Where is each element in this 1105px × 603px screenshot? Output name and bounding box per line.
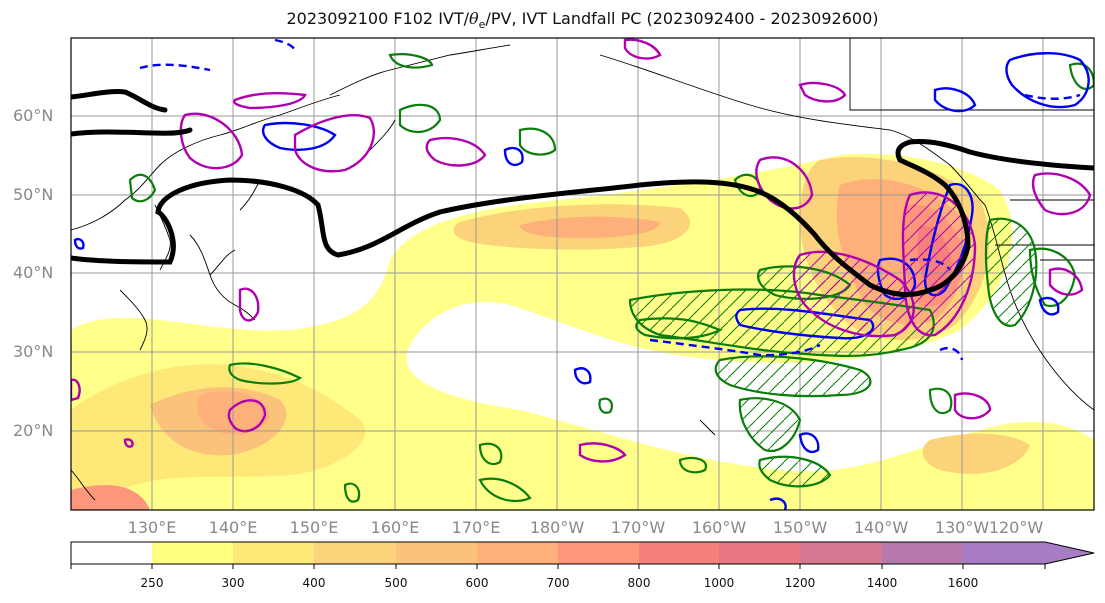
colorbar xyxy=(70,541,1095,569)
colorbar-label-1400: 1400 xyxy=(866,576,898,590)
lat-label-60n: 60°N xyxy=(13,106,54,125)
lon-label-130w: 130°W xyxy=(934,518,990,537)
lat-label-50n: 50°N xyxy=(13,185,54,204)
lon-label-150e: 150°E xyxy=(289,518,339,537)
colorbar-label-600: 600 xyxy=(465,576,489,590)
lon-label-180w: 180°W xyxy=(529,518,585,537)
colorbar-label-250: 250 xyxy=(140,576,164,590)
colorbar-label-700: 700 xyxy=(546,576,570,590)
colorbar-label-500: 500 xyxy=(384,576,408,590)
lon-label-170w: 170°W xyxy=(610,518,666,537)
lon-label-160e: 160°E xyxy=(370,518,420,537)
lon-label-140w: 140°W xyxy=(853,518,909,537)
colorbar-label-400: 400 xyxy=(302,576,326,590)
map-frame xyxy=(70,37,1095,511)
lon-label-150w: 150°W xyxy=(772,518,828,537)
colorbar-label-800: 800 xyxy=(627,576,651,590)
lon-label-130e: 130°E xyxy=(127,518,177,537)
lon-label-160w: 160°W xyxy=(691,518,747,537)
lon-label-170e: 170°E xyxy=(451,518,501,537)
lon-label-140e: 140°E xyxy=(208,518,258,537)
landfall-boundary xyxy=(71,89,1094,297)
lon-label-120w: 120°W xyxy=(988,518,1044,537)
colorbar-label-1000: 1000 xyxy=(703,576,735,590)
colorbar-label-1200: 1200 xyxy=(784,576,816,590)
colorbar-label-300: 300 xyxy=(221,576,245,590)
map-title: 2023092100 F102 IVT/θe/PV, IVT Landfall … xyxy=(286,9,879,31)
colorbar-extend-arrow xyxy=(1045,542,1094,564)
lat-label-40n: 40°N xyxy=(13,263,54,282)
lat-label-30n: 30°N xyxy=(13,342,54,361)
colorbar-label-1600: 1600 xyxy=(947,576,979,590)
lat-label-20n: 20°N xyxy=(13,421,54,440)
landfall-pc-contours xyxy=(71,38,1092,463)
